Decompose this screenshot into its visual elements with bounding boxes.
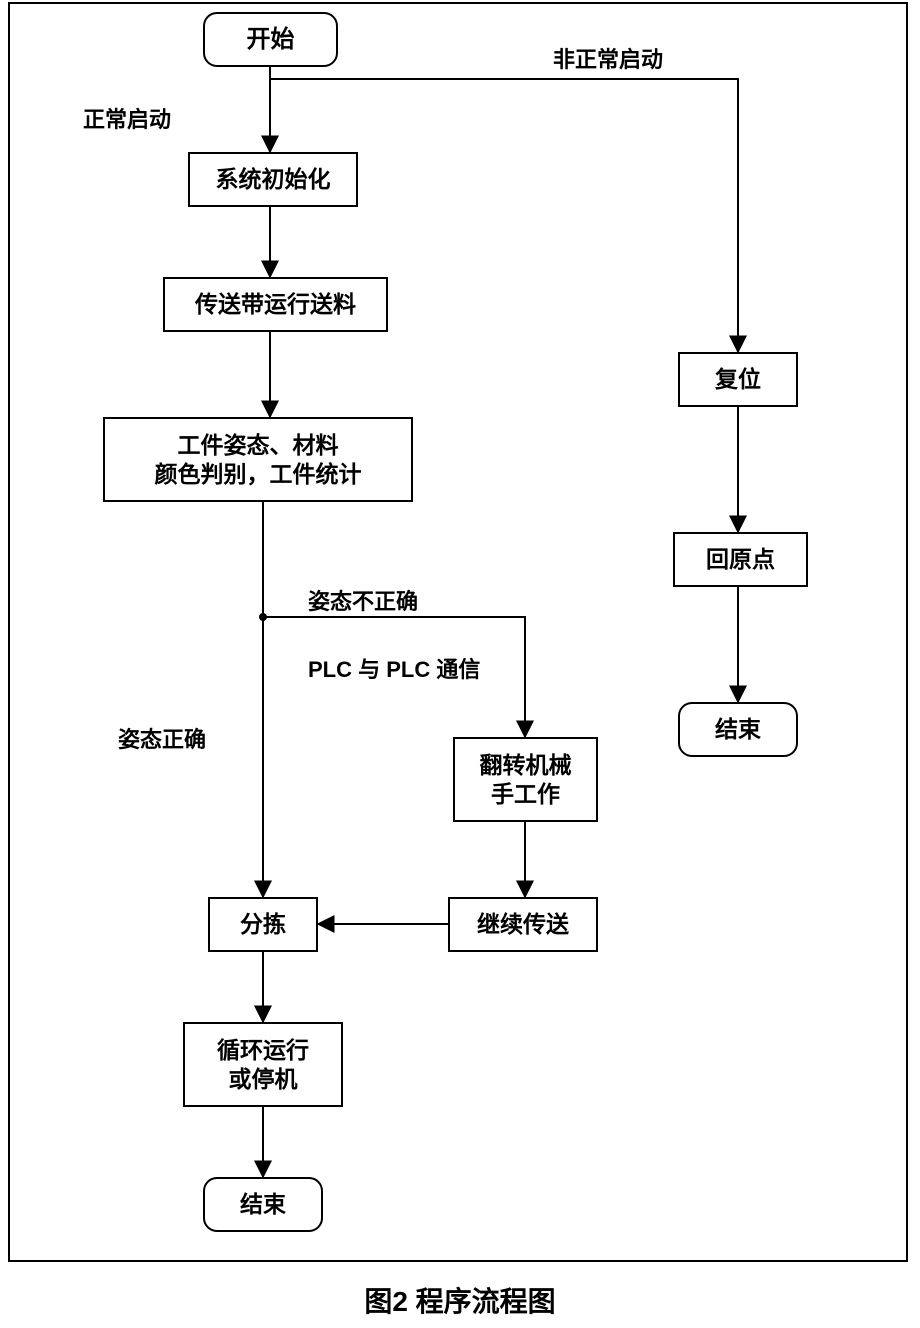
node-end-left: 结束 (203, 1177, 323, 1232)
node-detect: 工件姿态、材料 颜色判别，工件统计 (103, 417, 413, 502)
page: 开始 系统初始化 传送带运行送料 工件姿态、材料 颜色判别，工件统计 翻转机械 … (0, 0, 920, 1328)
diagram-frame (8, 2, 908, 1262)
node-flip: 翻转机械 手工作 (453, 737, 598, 822)
node-reset: 复位 (678, 352, 798, 407)
node-loop: 循环运行 或停机 (183, 1022, 343, 1107)
node-home: 回原点 (673, 532, 808, 587)
label-abnormal-start: 非正常启动 (553, 42, 663, 74)
node-init: 系统初始化 (188, 152, 358, 207)
node-sort: 分拣 (208, 897, 318, 952)
figure-caption: 图2 程序流程图 (0, 1280, 920, 1320)
node-start: 开始 (203, 12, 338, 67)
label-normal-start: 正常启动 (83, 102, 171, 134)
node-convey: 传送带运行送料 (163, 277, 388, 332)
label-pose-ok: 姿态正确 (118, 722, 206, 754)
label-plc-comm: PLC 与 PLC 通信 (308, 652, 480, 684)
label-pose-wrong: 姿态不正确 (308, 584, 418, 616)
node-end-right: 结束 (678, 702, 798, 757)
node-continue: 继续传送 (448, 897, 598, 952)
